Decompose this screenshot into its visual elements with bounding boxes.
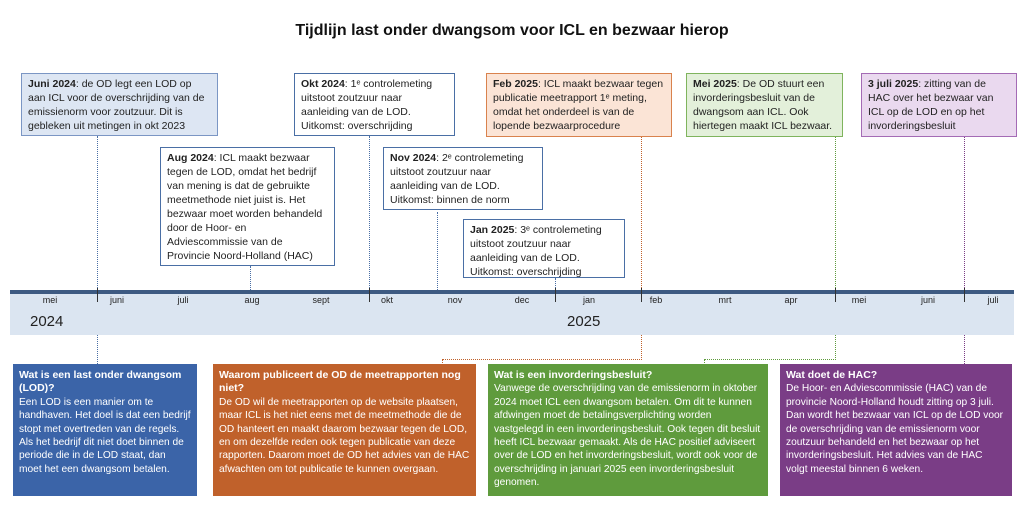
event-feb-2025: Feb 2025: ICL maakt bezwaar tegen public… xyxy=(486,73,672,137)
info-heading: Wat doet de HAC? xyxy=(786,369,878,381)
month-label: mei xyxy=(851,295,867,305)
event-juni-2024: Juni 2024: de OD legt een LOD op aan ICL… xyxy=(21,73,218,136)
connector-nov-2024 xyxy=(437,212,438,290)
info-invorderingsbesluit: Wat is een invorderingsbesluit? Vanwege … xyxy=(488,364,768,496)
month-label: juli xyxy=(177,295,189,305)
event-mei-2025: Mei 2025: De OD stuurt een invorderingsb… xyxy=(686,73,843,137)
connector-feb-2025-h xyxy=(442,359,642,360)
year-label: 2024 xyxy=(30,313,64,330)
month-label: mei xyxy=(42,295,58,305)
info-body: Een LOD is een manier om te handhaven. H… xyxy=(19,396,191,475)
event-juli-2025: 3 juli 2025: zitting van de HAC over het… xyxy=(861,73,1017,137)
month-label: juni xyxy=(920,295,935,305)
page-title: Tijdlijn last onder dwangsom voor ICL en… xyxy=(295,22,729,39)
connector-feb-2025-down xyxy=(442,359,443,365)
connector-feb-2025 xyxy=(641,137,642,360)
month-label: nov xyxy=(447,295,463,305)
info-heading: Wat is een invorderingsbesluit? xyxy=(494,369,653,381)
month-label: dec xyxy=(514,295,530,305)
month-label: jan xyxy=(582,295,595,305)
month-label: aug xyxy=(244,295,260,305)
timeline-tick xyxy=(97,288,98,302)
timeline-tick xyxy=(964,288,965,302)
timeline-tick xyxy=(641,288,642,302)
info-meetrapporten: Waarom publiceert de OD de meetrapporten… xyxy=(213,364,476,496)
timeline-band xyxy=(10,290,1014,335)
month-label: sept xyxy=(312,295,330,305)
info-heading: Waarom publiceert de OD de meetrapporten… xyxy=(219,369,461,395)
month-label: juli xyxy=(987,295,999,305)
info-body: Vanwege de overschrijding van de emissie… xyxy=(494,383,761,489)
info-hac: Wat doet de HAC? De Hoor- en Adviescommi… xyxy=(780,364,1012,496)
connector-mei-2025-h xyxy=(704,359,836,360)
timeline-tick xyxy=(555,288,556,302)
connector-okt-2024 xyxy=(369,136,370,290)
month-label: okt xyxy=(380,295,393,305)
info-body: De Hoor- en Adviescommissie (HAC) van de… xyxy=(786,383,1004,475)
info-heading: Wat is een last onder dwangsom (LOD)? xyxy=(19,369,182,395)
event-nov-2024: Nov 2024: 2ᵉ controlemeting uitstoot zou… xyxy=(383,147,543,210)
connector-mei-2025 xyxy=(835,137,836,360)
connector-juli-2025 xyxy=(964,137,965,364)
month-label: apr xyxy=(784,295,798,305)
connector-juni-2024 xyxy=(97,136,98,364)
month-label: mrt xyxy=(718,295,732,305)
connector-mei-2025-down xyxy=(704,359,705,365)
connector-aug-2024 xyxy=(250,266,251,290)
event-okt-2024: Okt 2024: 1ᵉ controlemeting uitstoot zou… xyxy=(294,73,455,136)
year-label: 2025 xyxy=(567,313,601,330)
month-label: feb xyxy=(649,295,663,305)
event-aug-2024: Aug 2024: ICL maakt bezwaar tegen de LOD… xyxy=(160,147,335,266)
timeline-tick xyxy=(369,288,370,302)
connector-jan-2025 xyxy=(555,278,556,290)
info-lod: Wat is een last onder dwangsom (LOD)? Ee… xyxy=(13,364,197,496)
month-label: juni xyxy=(109,295,124,305)
info-body: De OD wil de meetrapporten op de website… xyxy=(219,396,470,475)
timeline-tick xyxy=(835,288,836,302)
event-jan-2025: Jan 2025: 3ᵉ controlemeting uitstoot zou… xyxy=(463,219,625,278)
timeline-axis xyxy=(10,290,1014,294)
